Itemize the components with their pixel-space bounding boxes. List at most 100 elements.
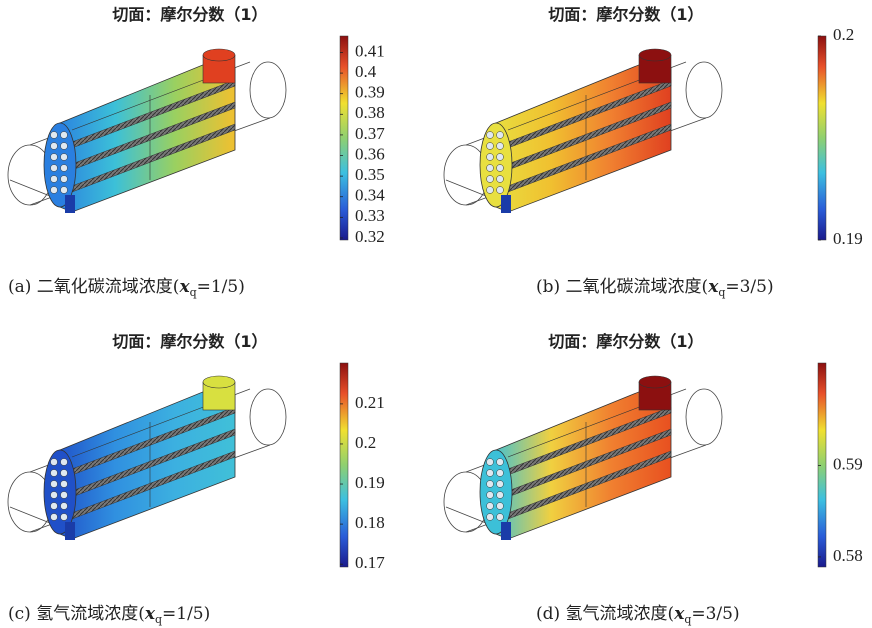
tube-hole	[51, 187, 58, 194]
colorbar-tick-label: 0.19	[355, 473, 385, 492]
colorbar-tick-label: 0.39	[355, 83, 385, 102]
colorbar-tick-label: 0.2	[833, 25, 854, 44]
colorbar-tick-label: 0.41	[355, 41, 385, 60]
colorbar-tick-label: 0.34	[355, 186, 385, 205]
outlet-base	[501, 195, 511, 213]
tube-hole	[61, 459, 68, 466]
outlet-top	[203, 49, 235, 61]
shell-end	[686, 389, 722, 445]
caption-subscript: q	[190, 286, 197, 299]
tube-hole	[61, 514, 68, 521]
tube-hole	[61, 492, 68, 499]
tube-hole	[497, 132, 504, 139]
tube-hole	[51, 503, 58, 510]
tube-hole	[487, 132, 494, 139]
tube-hole	[497, 492, 504, 499]
tube-sheet	[44, 123, 76, 207]
colorbar-tick-label: 0.58	[833, 546, 863, 565]
colorbar-tick-label: 0.18	[355, 513, 385, 532]
panel-title: 切面：摩尔分数（1）	[548, 332, 703, 351]
colorbar-tick-label: 0.36	[355, 144, 385, 163]
colorbar-tick-label: 0.37	[355, 124, 385, 143]
tube-hole	[51, 154, 58, 161]
caption-subscript: q	[155, 613, 162, 626]
colorbar-tick-label: 0.35	[355, 165, 385, 184]
panel-title: 切面：摩尔分数（1）	[112, 5, 267, 24]
tube-hole	[61, 165, 68, 172]
tube-hole	[487, 470, 494, 477]
tube-sheet	[480, 450, 512, 534]
colorbar-tick-label: 0.17	[355, 553, 385, 572]
outlet-base	[65, 522, 75, 540]
tube-hole	[487, 459, 494, 466]
tube-hole	[61, 154, 68, 161]
caption: (a) 二氧化碳流域浓度(xq=1/5)	[8, 277, 245, 299]
colorbar-tick-label: 0.33	[355, 206, 385, 225]
panel: 切面：摩尔分数（1） 0.17 0.18 0.19 0.2 0.21 (c) 氢气流域浓度(…	[8, 332, 385, 626]
colorbar-tick-label: 0.38	[355, 103, 385, 122]
caption-subscript: q	[684, 613, 691, 626]
tube-hole	[61, 503, 68, 510]
tube-hole	[51, 481, 58, 488]
tube-hole	[497, 459, 504, 466]
caption-suffix: =3/5)	[725, 277, 773, 297]
tube-hole	[487, 514, 494, 521]
caption-text: (a) 二氧化碳流域浓度(	[8, 277, 179, 297]
tube-hole	[51, 470, 58, 477]
outlet-top	[203, 376, 235, 388]
tube-hole	[51, 459, 58, 466]
caption-suffix: =1/5)	[197, 277, 245, 297]
figure: 切面：摩尔分数（1）0.320.330.340.350.360.370.380.…	[0, 0, 872, 628]
panel-title: 切面：摩尔分数（1）	[112, 332, 267, 351]
shell-end	[250, 62, 286, 118]
tube-hole	[61, 143, 68, 150]
tube-hole	[487, 143, 494, 150]
panel-title: 切面：摩尔分数（1）	[548, 5, 703, 24]
caption: (c) 氢气流域浓度(xq=1/5)	[8, 604, 210, 626]
panel: 切面：摩尔分数（1）0.190.2(b) 二氧化碳流域浓度(xq=3/5)	[444, 5, 863, 299]
tube-hole	[487, 165, 494, 172]
caption-text: (c) 氢气流域浓度(	[8, 604, 145, 624]
tube-hole	[51, 132, 58, 139]
tube-hole	[51, 492, 58, 499]
caption-text: (b) 二氧化碳流域浓度(	[536, 277, 708, 297]
tube-hole	[497, 503, 504, 510]
shell-end	[250, 389, 286, 445]
outlet-base	[501, 522, 511, 540]
caption: (d) 氢气流域浓度(xq=3/5)	[536, 604, 740, 626]
tube-sheet	[480, 123, 512, 207]
tube-hole	[61, 470, 68, 477]
caption-subscript: q	[718, 286, 725, 299]
tube-sheet	[44, 450, 76, 534]
outlet-top	[639, 49, 671, 61]
tube-hole	[51, 176, 58, 183]
tube-hole	[51, 514, 58, 521]
colorbar-tick-label: 0.32	[355, 227, 385, 246]
colorbar-tick-label: 0.2	[355, 433, 376, 452]
outlet-base	[65, 195, 75, 213]
outlet-top	[639, 376, 671, 388]
shell-end	[686, 62, 722, 118]
colorbar-tick-label: 0.4	[355, 62, 377, 81]
colorbar	[818, 36, 826, 240]
tube-hole	[487, 503, 494, 510]
tube-hole	[487, 492, 494, 499]
tube-hole	[497, 187, 504, 194]
tube-hole	[61, 481, 68, 488]
caption-text: (d) 氢气流域浓度(	[536, 604, 674, 624]
colorbar-tick-label: 0.21	[355, 393, 385, 412]
tube-hole	[497, 154, 504, 161]
tube-hole	[497, 481, 504, 488]
caption-suffix: =3/5)	[691, 604, 739, 624]
tube-hole	[497, 165, 504, 172]
tube-hole	[497, 176, 504, 183]
colorbar	[340, 363, 348, 567]
tube-hole	[51, 165, 58, 172]
panel: 切面：摩尔分数（1）0.320.330.340.350.360.370.380.…	[8, 5, 385, 299]
colorbar	[340, 36, 348, 240]
tube-hole	[487, 176, 494, 183]
panel: 切面：摩尔分数（1）0.580.59(d) 氢气流域浓度(xq=3/5)	[444, 332, 863, 626]
tube-hole	[487, 154, 494, 161]
tube-hole	[497, 514, 504, 521]
colorbar	[818, 363, 826, 567]
